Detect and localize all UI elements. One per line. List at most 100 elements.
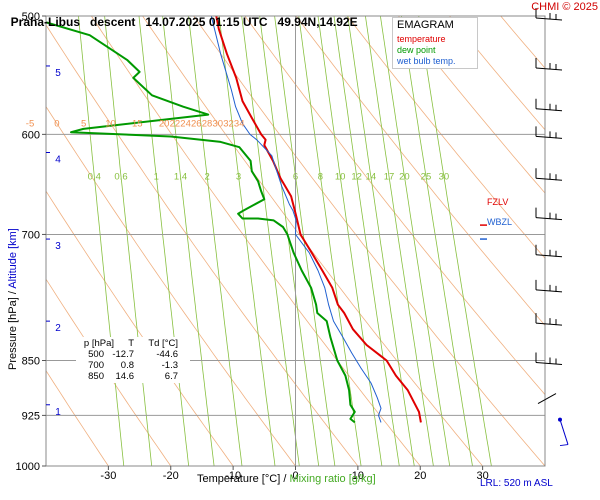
table-cell: 700 <box>88 360 104 371</box>
table-cell: 850 <box>88 371 104 382</box>
dry-adiabat-line <box>46 24 359 466</box>
series-line-wet-bulb-temp <box>210 16 382 423</box>
dry-adiabat-label: -5 <box>26 118 34 129</box>
dry-adiabat-line <box>397 16 545 194</box>
legend-title: EMAGRAM <box>397 19 454 31</box>
dry-adiabat-line <box>346 16 545 259</box>
dry-adiabat-label: 34 <box>234 118 245 129</box>
mixing-ratio-label: 2 <box>204 171 209 182</box>
mixing-ratio-label: 30 <box>439 171 450 182</box>
y-tick-label: 850 <box>22 355 40 367</box>
table-cell: 500 <box>88 349 104 360</box>
dry-adiabat-label: 5 <box>81 118 86 129</box>
altitude-tick-label: 4 <box>55 155 61 166</box>
x-tick-label: 20 <box>414 470 426 482</box>
summary-table: p [hPa] T Td [°C] 500 -12.7 -44.6 700 0.… <box>76 337 190 383</box>
wind-barb-shaft <box>535 67 563 71</box>
table-header: T <box>128 338 134 349</box>
legend-item-temperature: temperature <box>397 34 446 44</box>
dry-adiabat-label: 22 <box>170 118 181 129</box>
table-row: 500 -12.7 -44.6 <box>78 349 188 360</box>
mixing-ratio-line <box>379 16 451 466</box>
mixing-ratio-line <box>333 16 400 466</box>
mixing-ratio-label: 1.4 <box>174 171 187 182</box>
wind-barb-shaft <box>535 217 563 221</box>
mixing-ratio-line <box>138 16 190 466</box>
wind-barb-shaft <box>535 322 563 326</box>
table-cell: 14.6 <box>115 371 135 382</box>
x-axis-label-temperature: Temperature [°C] <box>197 473 281 485</box>
dry-adiabat-line <box>529 0 600 466</box>
header-title: Praha-Libus descent 14.07.2025 01:15 UTC… <box>4 1 358 29</box>
station-coords: 49.94N,14.92E <box>277 15 358 29</box>
mixing-ratio-line <box>347 16 415 466</box>
dry-adiabat-line <box>295 16 545 327</box>
mixing-ratio-line <box>317 16 383 466</box>
x-tick-label: -30 <box>100 470 116 482</box>
mixing-ratio-line <box>274 16 336 466</box>
wbzl-label: WBZL <box>487 217 513 227</box>
sounding-series <box>46 16 422 424</box>
x-tick-label: 0 <box>292 470 298 482</box>
mixing-ratio-lines <box>78 16 492 466</box>
series-line-dew-point <box>46 21 356 424</box>
x-axis-label-separator: / <box>280 473 290 485</box>
y-tick-label: 600 <box>22 129 40 141</box>
x-axis-label: Temperature [°C] / Mixing ratio [g/kg] <box>197 473 376 485</box>
table-header-row: p [hPa] T Td [°C] <box>78 338 188 349</box>
dry-adiabat-label: 30 <box>212 118 223 129</box>
wind-barb-shaft <box>535 135 563 139</box>
y-axis-label-pressure: Pressure [hPa] <box>7 297 19 370</box>
pressure-grid <box>46 16 545 466</box>
mixing-ratio-label: 25 <box>421 171 432 182</box>
mixing-ratio-line <box>364 16 434 466</box>
mixing-ratio-label: 0.4 <box>88 171 101 182</box>
dry-adiabat-line <box>46 105 296 466</box>
dry-adiabat-line <box>580 0 600 466</box>
table-cell: 6.7 <box>164 371 178 382</box>
table-row: 850 14.6 6.7 <box>78 371 188 382</box>
x-tick-label: 30 <box>477 470 489 482</box>
y-tick-label: 500 <box>22 11 40 23</box>
altitude-tick-label: 3 <box>55 241 61 252</box>
mixing-ratio-line <box>188 16 243 466</box>
wind-barbs <box>535 8 569 447</box>
table-header: Td [°C] <box>148 338 178 349</box>
table-header: p [hPa] <box>83 338 114 349</box>
wind-barb-shaft <box>559 419 569 445</box>
wind-barb-shaft <box>537 393 557 405</box>
wind-barb-shaft <box>535 17 563 21</box>
dry-adiabat-label: 28 <box>202 118 213 129</box>
mixing-ratio-label: 1 <box>154 171 159 182</box>
mixing-ratio-label: 3 <box>236 171 241 182</box>
table-row: 700 0.8 -1.3 <box>78 360 188 371</box>
mixing-ratio-line <box>298 16 362 466</box>
wind-barb-shaft <box>535 289 563 293</box>
dry-adiabat-label: 26 <box>191 118 202 129</box>
launch-level-label: LRL: 520 m ASL <box>480 478 553 489</box>
wind-barb-shaft <box>535 254 563 258</box>
table-cell: 0.8 <box>120 360 134 371</box>
mixing-ratio-line <box>259 16 320 466</box>
fzlv-label: FZLV <box>487 197 509 207</box>
dry-adiabat-label: 32 <box>223 118 234 129</box>
wind-barb-shaft <box>535 108 563 112</box>
dry-adiabat-line <box>90 16 421 466</box>
dry-adiabat-line <box>193 16 545 466</box>
series-line-temperature <box>215 16 422 423</box>
dry-adiabat-label: 0 <box>54 118 59 129</box>
mixing-ratio-line <box>104 16 153 466</box>
dry-adiabat-line <box>46 190 234 466</box>
mixing-ratio-line <box>400 16 473 466</box>
table-cell: -44.6 <box>156 349 178 360</box>
legend-item-dewpoint: dew point <box>397 45 436 55</box>
mixing-ratio-label: 8 <box>318 171 323 182</box>
altitude-tick-label: 1 <box>55 407 61 418</box>
mixing-ratio-line <box>418 16 492 466</box>
dry-adiabat-line <box>500 16 545 69</box>
dry-adiabat-line <box>142 16 483 466</box>
mixing-ratio-label: 20 <box>399 171 410 182</box>
wind-barb-feather <box>559 444 569 447</box>
